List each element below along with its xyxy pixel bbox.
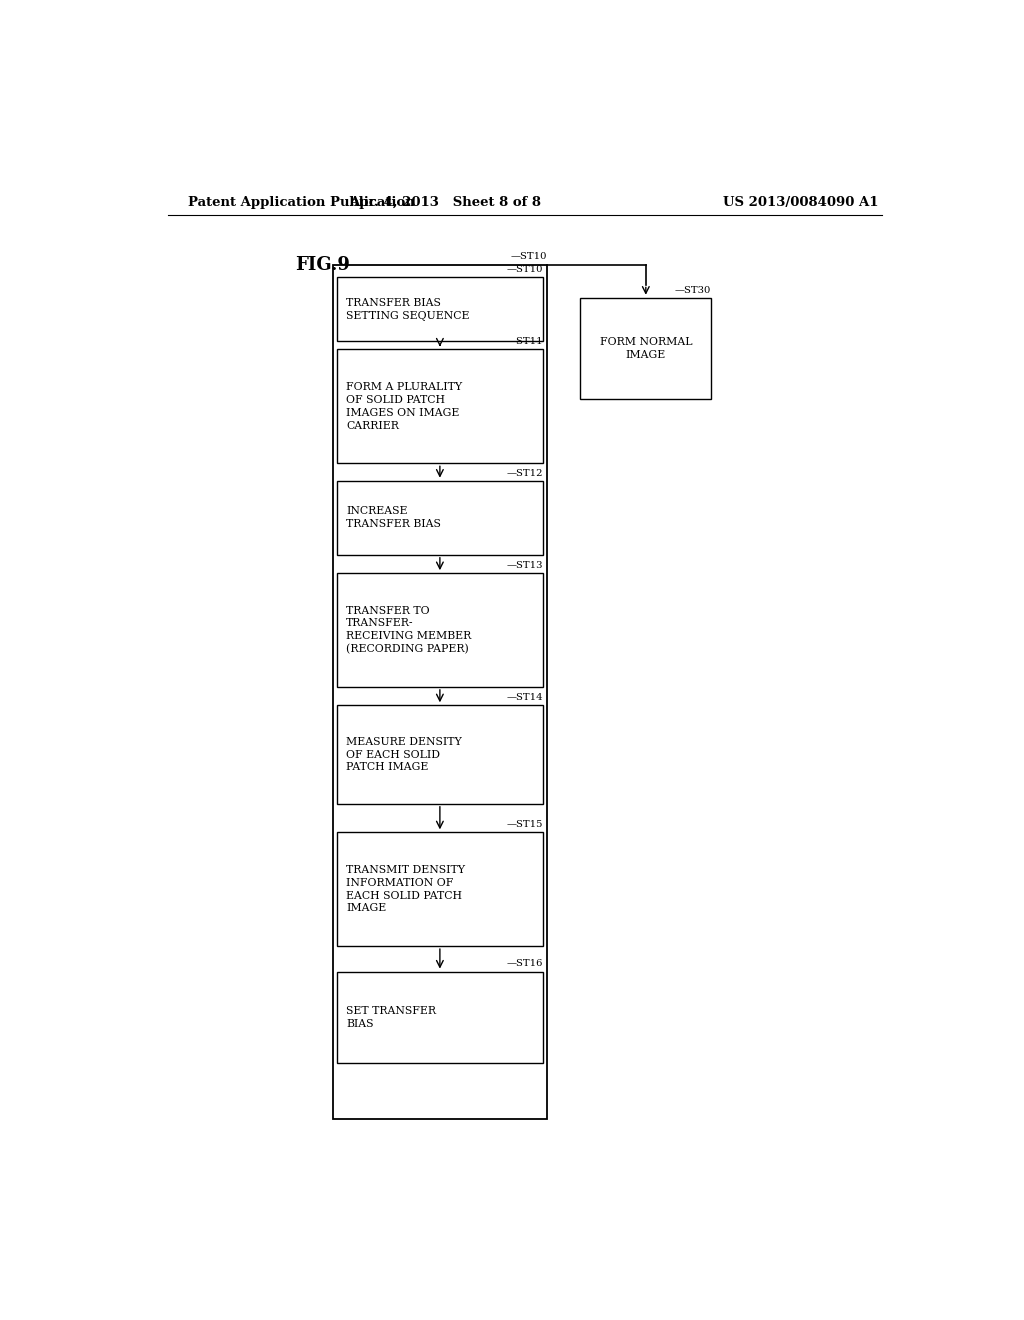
Text: —ST13: —ST13 xyxy=(507,561,543,570)
Text: TRANSFER BIAS
SETTING SEQUENCE: TRANSFER BIAS SETTING SEQUENCE xyxy=(346,298,470,321)
Text: —ST30: —ST30 xyxy=(675,285,712,294)
Text: Patent Application Publication: Patent Application Publication xyxy=(187,195,415,209)
Bar xyxy=(581,297,712,399)
Text: SET TRANSFER
BIAS: SET TRANSFER BIAS xyxy=(346,1006,436,1028)
Text: —ST15: —ST15 xyxy=(507,820,543,829)
Bar xyxy=(337,705,543,804)
Text: FORM NORMAL
IMAGE: FORM NORMAL IMAGE xyxy=(600,337,692,360)
Text: —ST10: —ST10 xyxy=(511,252,547,261)
Text: TRANSFER TO
TRANSFER-
RECEIVING MEMBER
(RECORDING PAPER): TRANSFER TO TRANSFER- RECEIVING MEMBER (… xyxy=(346,606,471,655)
Bar xyxy=(337,972,543,1063)
Text: —ST16: —ST16 xyxy=(507,960,543,969)
Bar xyxy=(333,265,547,1119)
Text: INCREASE
TRANSFER BIAS: INCREASE TRANSFER BIAS xyxy=(346,507,441,529)
Text: —ST14: —ST14 xyxy=(507,693,543,702)
Text: TRANSMIT DENSITY
INFORMATION OF
EACH SOLID PATCH
IMAGE: TRANSMIT DENSITY INFORMATION OF EACH SOL… xyxy=(346,865,465,913)
Text: MEASURE DENSITY
OF EACH SOLID
PATCH IMAGE: MEASURE DENSITY OF EACH SOLID PATCH IMAG… xyxy=(346,737,462,772)
Bar xyxy=(337,480,543,554)
Text: —ST11: —ST11 xyxy=(507,338,543,346)
Bar xyxy=(337,277,543,342)
Text: Apr. 4, 2013   Sheet 8 of 8: Apr. 4, 2013 Sheet 8 of 8 xyxy=(349,195,542,209)
Text: US 2013/0084090 A1: US 2013/0084090 A1 xyxy=(723,195,879,209)
Bar xyxy=(337,350,543,463)
Text: —ST10: —ST10 xyxy=(507,265,543,275)
Text: —ST12: —ST12 xyxy=(507,469,543,478)
Text: FIG.9: FIG.9 xyxy=(295,256,349,275)
Text: FORM A PLURALITY
OF SOLID PATCH
IMAGES ON IMAGE
CARRIER: FORM A PLURALITY OF SOLID PATCH IMAGES O… xyxy=(346,383,463,430)
Bar xyxy=(337,573,543,686)
Bar xyxy=(337,833,543,946)
